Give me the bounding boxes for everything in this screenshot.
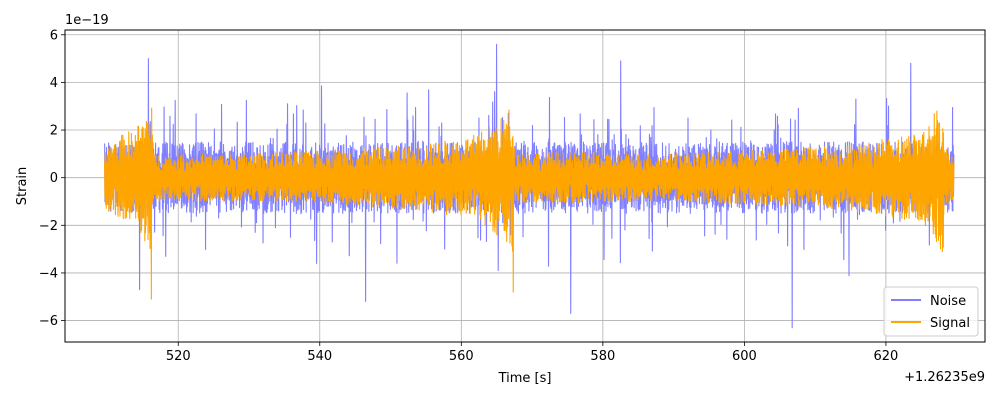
x-offset-label: +1.26235e9	[904, 370, 985, 385]
y-tick-label--4: −4	[39, 266, 58, 281]
grid-lines	[65, 30, 985, 342]
x-axis-label: Time [s]	[498, 371, 552, 386]
y-axis-label: Strain	[15, 167, 30, 206]
series-line-signal	[104, 107, 955, 300]
legend-label-signal: Signal	[930, 316, 970, 331]
x-tick-label-520: 520	[166, 349, 191, 364]
y-tick-label-0: 0	[50, 171, 58, 186]
y-tick-label-2: 2	[50, 124, 58, 139]
legend: Noise Signal	[883, 286, 979, 337]
x-tick-label-540: 540	[307, 349, 332, 364]
x-tick-label-600: 600	[732, 349, 757, 364]
y-tick-label-4: 4	[50, 76, 58, 91]
y-scale-label: 1e−19	[65, 13, 109, 28]
y-tick-label--6: −6	[39, 314, 58, 329]
axis-ticks: 520 540 560 580 600 620 −6 −4 −2 0 2 4 6	[39, 28, 899, 364]
y-tick-label--2: −2	[39, 219, 58, 234]
x-tick-label-580: 580	[590, 349, 615, 364]
x-tick-label-620: 620	[874, 349, 899, 364]
legend-label-noise: Noise	[930, 294, 966, 309]
series-layer	[104, 43, 955, 329]
y-tick-label-6: 6	[50, 28, 58, 43]
plot-frame	[64, 29, 986, 343]
x-tick-label-560: 560	[449, 349, 474, 364]
